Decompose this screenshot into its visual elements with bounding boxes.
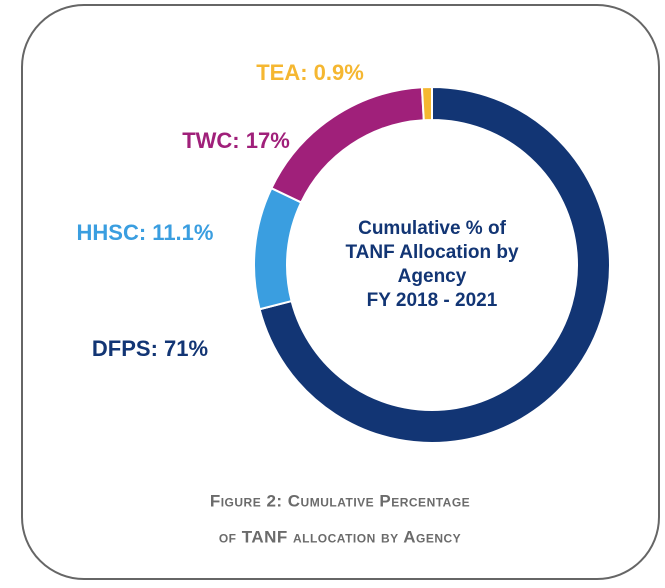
figure-caption: of TANF allocation by Agency xyxy=(219,527,461,546)
segment-label: DFPS: 71% xyxy=(92,336,208,361)
center-title: FY 2018 - 2021 xyxy=(367,290,498,311)
center-title: Agency xyxy=(398,266,467,287)
segment-label: HHSC: 11.1% xyxy=(77,220,214,245)
center-title: Cumulative % of xyxy=(358,218,506,239)
center-title: TANF Allocation by xyxy=(345,242,519,263)
donut-segment xyxy=(258,85,611,444)
donut-segment xyxy=(420,85,433,122)
frame xyxy=(21,4,660,580)
figure-caption: Figure 2: Cumulative Percentage xyxy=(210,491,470,510)
segment-label: TWC: 17% xyxy=(182,128,290,153)
segment-label: TEA: 0.9% xyxy=(256,60,364,85)
